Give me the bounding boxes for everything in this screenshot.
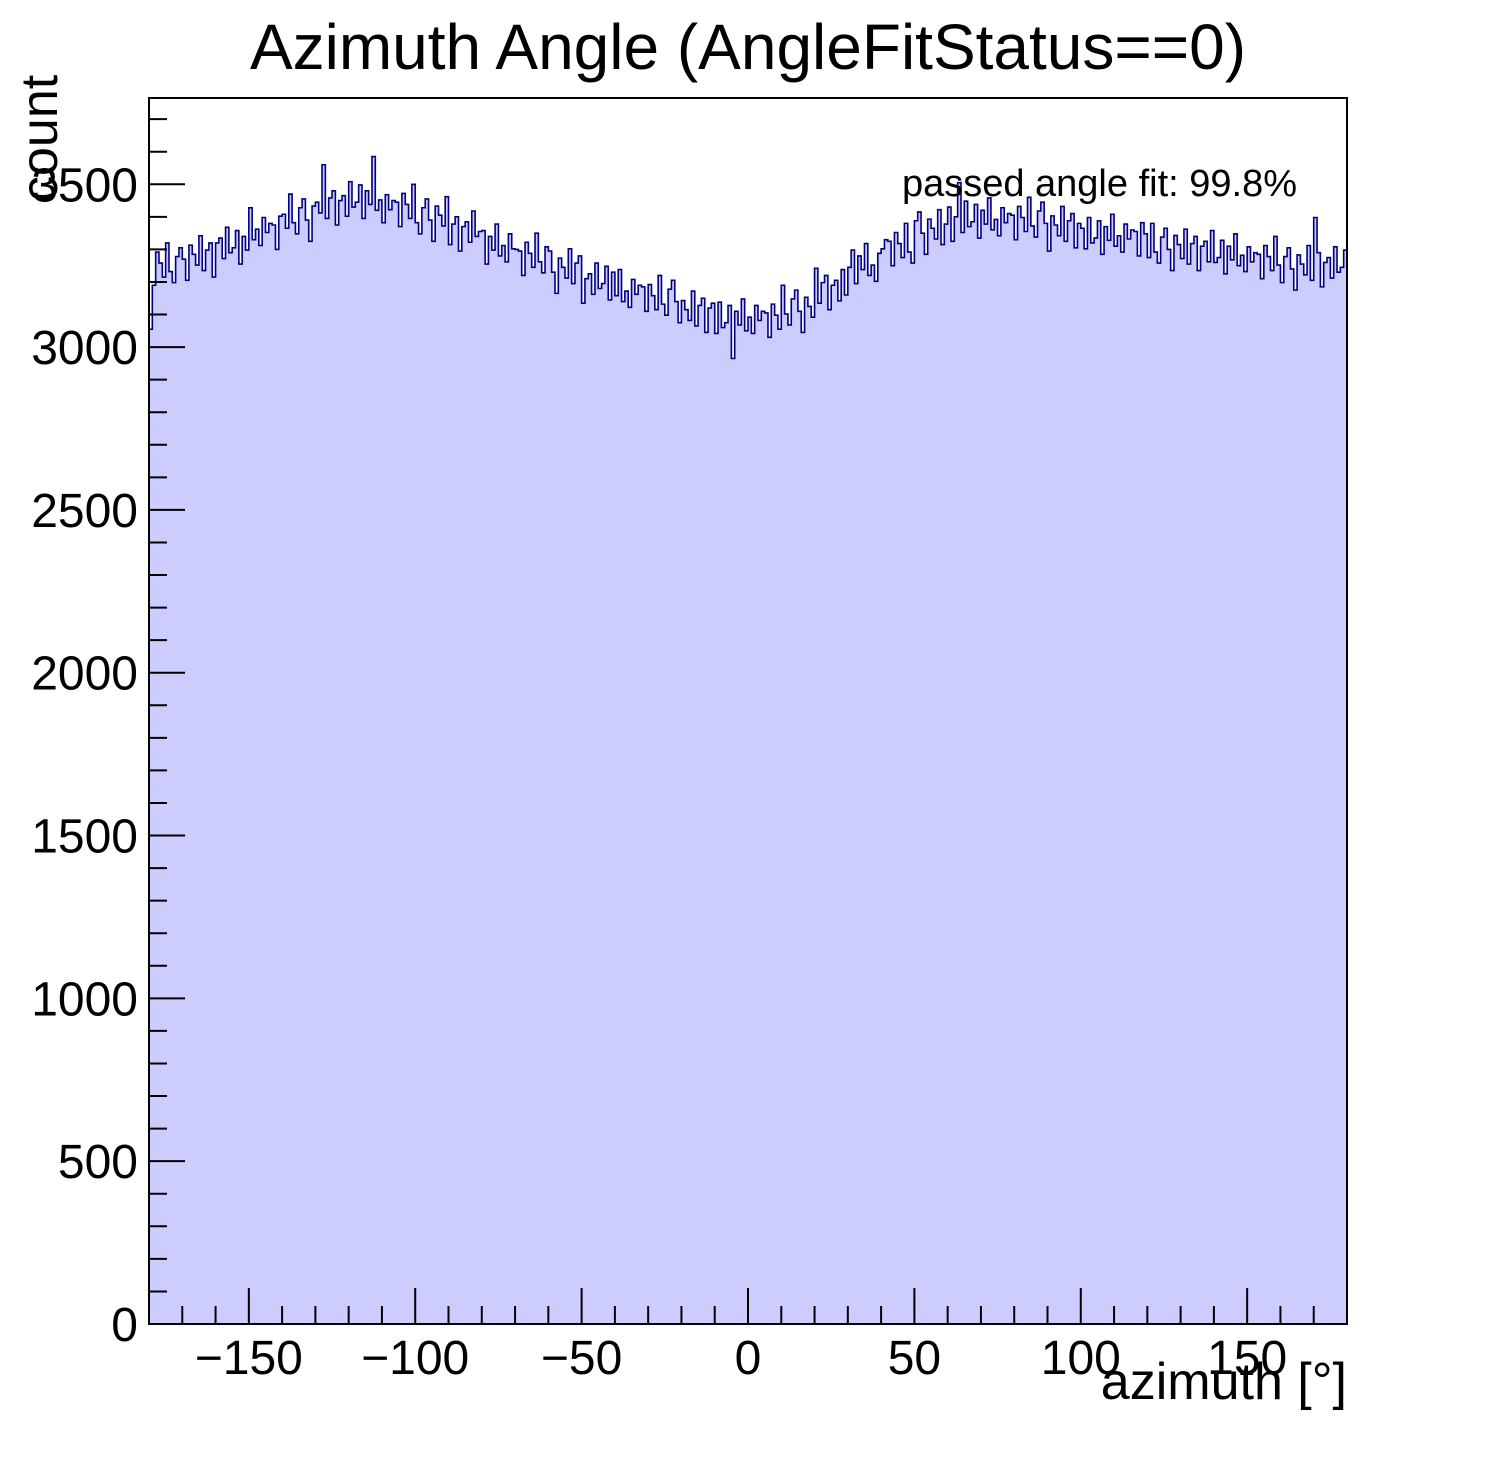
chart-title: Azimuth Angle (AngleFitStatus==0) xyxy=(249,11,1247,83)
x-tick-label: −50 xyxy=(541,1332,622,1385)
y-tick-label: 1000 xyxy=(31,973,138,1026)
y-tick-label: 500 xyxy=(58,1136,138,1189)
x-tick-label: −150 xyxy=(195,1332,303,1385)
histogram-series xyxy=(148,155,1348,1325)
y-tick-label: 3500 xyxy=(31,159,138,212)
y-tick-label: 2000 xyxy=(31,648,138,701)
y-axis-title: count xyxy=(11,74,69,202)
x-tick-label: −100 xyxy=(361,1332,469,1385)
x-tick-label: 50 xyxy=(888,1332,941,1385)
y-tick-label: 3000 xyxy=(31,322,138,375)
x-tick-label: 100 xyxy=(1041,1332,1121,1385)
passed-fit-annotation: passed angle fit: 99.8% xyxy=(901,163,1297,205)
y-tick-label: 1500 xyxy=(31,811,138,864)
x-tick-label: 150 xyxy=(1207,1332,1287,1385)
y-tick-label: 0 xyxy=(111,1299,138,1352)
x-tick-label: 0 xyxy=(735,1332,762,1385)
x-axis-title: azimuth [°] xyxy=(1100,1353,1347,1411)
y-tick-label: 2500 xyxy=(31,485,138,538)
